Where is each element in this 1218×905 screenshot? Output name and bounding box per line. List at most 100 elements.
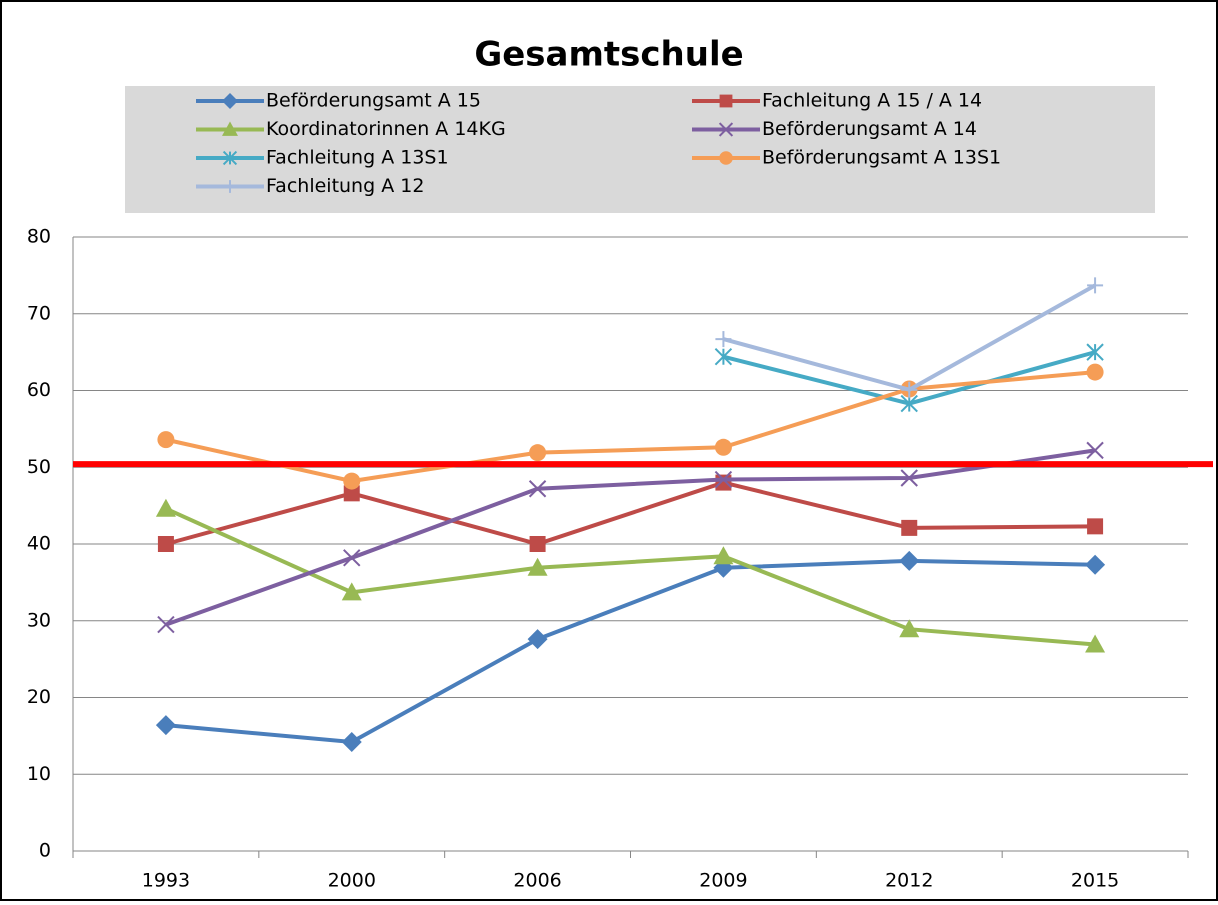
y-tick-label: 70 — [27, 302, 51, 324]
y-tick-label: 60 — [27, 379, 51, 401]
marker — [719, 94, 733, 108]
marker — [341, 732, 362, 753]
marker — [157, 536, 174, 552]
marker — [1086, 343, 1104, 361]
legend-label: Fachleitung A 13S1 — [266, 147, 449, 169]
legend-box — [125, 86, 1155, 213]
marker — [901, 519, 918, 536]
legend-label: Beförderungsamt A 15 — [266, 90, 481, 112]
y-tick-label: 10 — [27, 763, 51, 785]
square — [719, 94, 733, 108]
marker — [343, 472, 361, 490]
y-tick-label: 0 — [39, 840, 51, 862]
marker — [714, 470, 733, 489]
marker-stroke — [157, 615, 175, 634]
marker — [527, 557, 548, 576]
marker — [341, 582, 362, 601]
series-line — [165, 448, 1096, 627]
marker — [155, 715, 176, 736]
series-line — [165, 480, 1096, 547]
square — [901, 519, 918, 536]
circle — [157, 431, 175, 449]
marker — [529, 536, 546, 552]
marker — [900, 469, 918, 487]
legend-label: Beförderungsamt A 14 — [762, 118, 977, 140]
marker — [1086, 363, 1104, 381]
triangle — [899, 619, 920, 638]
triangle — [155, 498, 176, 517]
x-tick-label: 2006 — [513, 870, 561, 892]
marker — [714, 348, 733, 366]
y-tick-label: 80 — [27, 226, 51, 248]
diamond — [155, 715, 176, 736]
triangle — [222, 121, 238, 136]
series-line — [165, 370, 1096, 484]
series-line — [165, 506, 1096, 647]
marker — [1086, 441, 1104, 460]
x-tick-label: 2009 — [699, 870, 747, 892]
marker-stroke — [714, 470, 733, 489]
series-line — [165, 558, 1096, 745]
marker — [899, 550, 920, 571]
marker — [1087, 518, 1104, 535]
marker-stroke — [1086, 441, 1104, 460]
x-tick-label: 2012 — [885, 870, 933, 892]
triangle — [713, 546, 734, 565]
marker — [343, 549, 361, 567]
marker-stroke — [343, 549, 361, 567]
marker — [343, 485, 360, 502]
marker — [223, 180, 237, 193]
marker — [222, 121, 238, 136]
marker — [529, 444, 547, 462]
marker — [715, 331, 732, 348]
marker-stroke — [718, 122, 734, 137]
marker — [715, 474, 732, 491]
triangle — [341, 582, 362, 601]
square — [343, 485, 360, 502]
marker — [155, 498, 176, 517]
marker — [899, 619, 920, 638]
marker — [527, 629, 548, 650]
marker-stroke — [528, 480, 547, 498]
marker — [1087, 277, 1104, 294]
y-tick-label: 20 — [27, 686, 51, 708]
marker — [157, 431, 175, 449]
circle — [343, 472, 361, 490]
square — [157, 536, 174, 552]
diamond — [1085, 554, 1106, 575]
triangle — [527, 557, 548, 576]
marker — [157, 615, 175, 634]
marker — [718, 122, 734, 137]
triangle — [1085, 634, 1106, 653]
circle — [719, 151, 733, 165]
circle — [529, 444, 547, 462]
diamond — [899, 550, 920, 571]
diamond — [222, 93, 238, 109]
marker — [714, 438, 732, 456]
x-tick-label: 2015 — [1071, 870, 1119, 892]
square — [1087, 518, 1104, 535]
marker — [713, 546, 734, 565]
marker — [1085, 634, 1106, 653]
marker — [222, 93, 238, 109]
legend-label: Koordinatorinnen A 14KG — [266, 118, 506, 140]
marker — [901, 381, 918, 398]
y-tick-label: 50 — [27, 456, 51, 478]
marker — [1085, 554, 1106, 575]
marker — [719, 151, 733, 165]
x-tick-label: 1993 — [142, 870, 190, 892]
legend-label: Beförderungsamt A 13S1 — [762, 147, 1001, 169]
square — [715, 474, 732, 491]
diamond — [527, 629, 548, 650]
chart-title: Gesamtschule — [474, 35, 743, 75]
y-tick-label: 40 — [27, 533, 51, 555]
x-tick-label: 2000 — [328, 870, 376, 892]
marker — [528, 480, 547, 498]
circle — [1086, 363, 1104, 381]
legend-label: Fachleitung A 12 — [266, 175, 424, 197]
marker — [900, 394, 918, 413]
marker-stroke — [900, 469, 918, 487]
diamond — [341, 732, 362, 753]
circle — [714, 438, 732, 456]
